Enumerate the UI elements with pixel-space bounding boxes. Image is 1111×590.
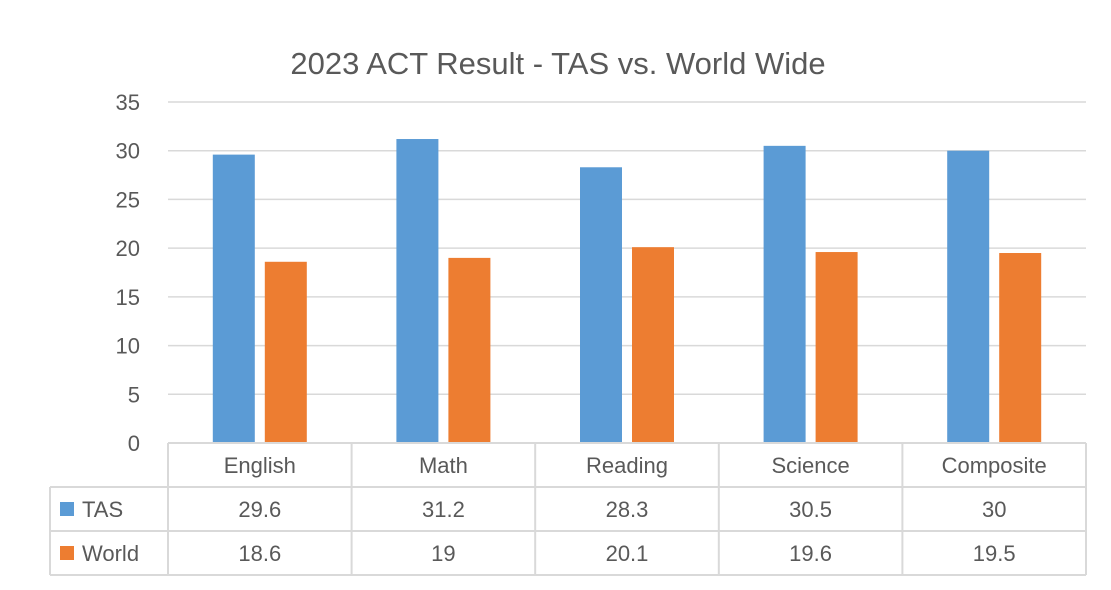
y-tick-label: 5	[128, 382, 140, 407]
table-value: 20.1	[606, 541, 649, 566]
table-value: 31.2	[422, 497, 465, 522]
y-tick-label: 10	[116, 334, 140, 359]
category-label: Reading	[586, 453, 668, 478]
y-tick-label: 20	[116, 236, 140, 261]
y-tick-label: 0	[128, 431, 140, 456]
category-label: Science	[771, 453, 849, 478]
table-value: 28.3	[606, 497, 649, 522]
legend-key-tas	[60, 502, 74, 516]
bar-world	[999, 253, 1042, 443]
chart-title: 2023 ACT Result - TAS vs. World Wide	[290, 46, 825, 81]
table-value: 18.6	[238, 541, 281, 566]
bar-tas	[763, 145, 806, 444]
y-tick-label: 15	[116, 285, 140, 310]
category-label: Math	[419, 453, 468, 478]
table-value: 19.5	[973, 541, 1016, 566]
category-label: English	[224, 453, 296, 478]
table-value: 30.5	[789, 497, 832, 522]
table-value: 29.6	[238, 497, 281, 522]
y-tick-label: 35	[116, 90, 140, 115]
bar-tas	[396, 139, 439, 443]
category-label: Composite	[942, 453, 1047, 478]
series-name: World	[82, 541, 139, 566]
y-tick-label: 25	[116, 187, 140, 212]
table-value: 19.6	[789, 541, 832, 566]
bar-world	[815, 252, 858, 443]
table-value: 30	[982, 497, 1006, 522]
bar-tas	[947, 150, 990, 443]
bar-tas	[212, 154, 255, 443]
bar-world	[448, 257, 491, 443]
bar-tas	[580, 167, 622, 443]
legend-key-world	[60, 546, 74, 560]
bar-world	[264, 261, 307, 443]
series-name: TAS	[82, 497, 123, 522]
table-value: 19	[431, 541, 455, 566]
y-tick-label: 30	[116, 139, 140, 164]
bar-world	[632, 247, 674, 443]
